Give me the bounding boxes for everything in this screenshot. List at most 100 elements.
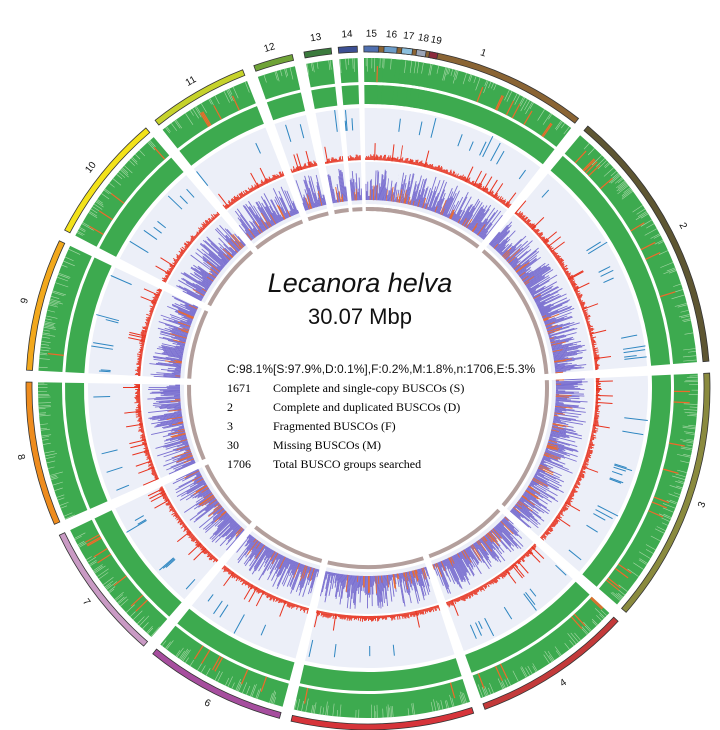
red-track-mark [402,613,405,617]
red-track-mark [331,157,334,163]
repeat-density-bar [418,568,427,596]
repeat-density-bar [258,225,264,233]
repeat-density-bar [472,543,490,570]
red-track-mark [141,329,148,332]
repeat-density-bar [543,455,566,465]
red-track-mark [593,356,600,359]
repeat-density-bar [526,487,544,499]
repeat-density-bar [291,561,297,574]
repeat-density-bar [435,563,438,568]
repeat-density-bar [175,367,182,370]
repeat-density-bar [391,192,394,202]
repeat-density-bar [160,331,187,340]
repeat-density-bar [417,569,423,587]
busco-spike [143,229,158,240]
gc-tick [650,535,661,542]
gc-tick [609,174,620,183]
red-track-mark [480,585,484,590]
red-track-mark [569,494,574,497]
red-track-mark [517,212,521,217]
repeat-density-bar [232,523,239,531]
red-track-spike [511,564,523,579]
busco-count: 1706 [227,457,251,471]
red-track-mark [176,258,179,262]
repeat-orange-bar [270,214,277,225]
repeat-density-bar [238,224,252,241]
gc-feature-mark [214,656,224,672]
repeat-density-bar [552,346,583,353]
gc-tick [40,427,47,430]
red-track-mark [451,170,455,177]
repeat-density-bar [519,272,527,278]
red-track-mark [413,611,416,617]
red-track-mark [500,199,504,203]
gc-tick [242,682,248,694]
red-track-mark [281,171,285,177]
repeat-density-bar [177,436,187,440]
repeat-density-bar [310,568,318,589]
red-track-spike [128,337,145,342]
gc-tick [663,513,672,518]
repeat-density-bar [165,451,192,462]
busco-spike [260,624,267,636]
gc-tick [102,576,114,586]
red-track-mark [559,510,563,513]
red-track-spike [465,166,474,183]
gc-feature-mark [201,112,211,127]
red-track-mark [172,509,176,513]
repeat-density-bar [280,197,291,218]
repeat-density-bar [221,258,228,265]
repeat-density-bar [410,181,417,206]
gc-tick [603,167,614,177]
repeat-orange-bar [500,520,514,535]
repeat-density-bar [162,348,184,353]
repeat-density-bar [552,421,569,426]
repeat-density-bar [275,553,280,560]
gc-tick [610,592,621,601]
gc-tick [591,618,598,626]
red-track-mark [542,534,546,539]
gc-tick [520,98,528,112]
repeat-orange-bar [235,527,243,535]
red-track-mark [247,187,252,193]
red-track-mark [216,211,220,216]
red-track-mark [568,495,574,500]
red-track-mark [210,556,215,561]
repeat-density-bar [269,553,280,570]
red-track-mark [436,605,439,609]
red-track-mark [564,270,569,274]
red-track-mark [593,421,599,424]
repeat-density-bar [440,187,453,215]
red-track-mark [593,423,600,426]
repeat-orange-bar [547,326,563,333]
repeat-density-bar [511,508,521,517]
repeat-density-bar [526,275,546,288]
repeat-density-bar [554,411,564,414]
repeat-density-bar [451,213,456,221]
inner-ring [376,207,384,212]
repeat-density-bar [345,186,348,202]
repeat-density-bar [357,575,360,588]
repeat-orange-bar [552,423,569,427]
repeat-density-bar [523,266,548,283]
red-track-mark [591,339,595,342]
gc-tick [639,558,648,564]
red-track-mark [247,582,251,587]
repeat-density-bar [196,248,223,270]
red-track-mark [306,607,309,614]
repeat-density-bar [553,353,578,359]
red-track-mark [425,608,427,612]
repeat-density-bar [282,560,295,587]
repeat-density-bar [461,211,470,226]
red-track-mark [227,203,230,208]
red-track-mark [586,322,590,325]
repeat-density-bar [459,551,475,577]
repeat-density-bar [192,304,199,308]
red-track-mark [135,413,142,416]
gc-track-outer [70,519,168,638]
red-track-mark [501,572,506,578]
repeat-orange-bar [450,556,455,564]
repeat-density-bar [532,478,548,488]
red-track-mark [450,600,454,606]
repeat-orange-bar [214,502,220,507]
